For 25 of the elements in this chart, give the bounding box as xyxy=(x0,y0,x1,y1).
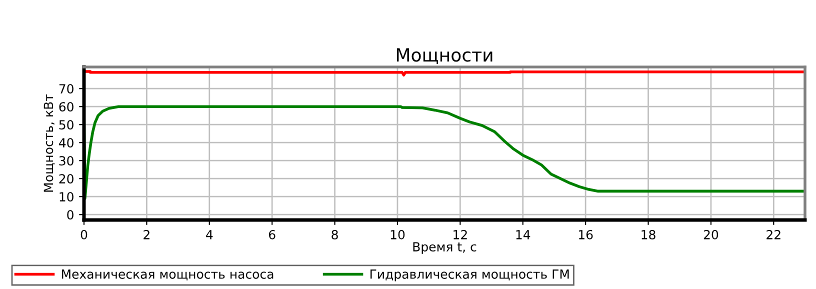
y-tick-label: 70 xyxy=(59,84,74,94)
x-tick-label: 12 xyxy=(454,230,467,240)
x-tick-label: 8 xyxy=(332,230,338,240)
x-tick-label: 14 xyxy=(516,230,530,240)
y-tick-label: 20 xyxy=(59,174,74,184)
y-tick-label: 60 xyxy=(59,102,74,112)
y-tick-label: 10 xyxy=(60,192,74,202)
x-axis-title: Время t, с xyxy=(413,242,476,254)
y-tick-label: 40 xyxy=(58,138,74,148)
y-axis-title: Мощность, кВт xyxy=(44,94,55,192)
legend-label: Гидравлическая мощность ГМ xyxy=(370,270,569,282)
x-tick-label: 4 xyxy=(206,230,213,240)
x-tick-label: 18 xyxy=(642,230,656,240)
x-tick-label: 6 xyxy=(268,230,276,240)
y-tick-label: 0 xyxy=(67,210,74,220)
x-tick-label: 20 xyxy=(704,230,718,240)
x-tick-label: 2 xyxy=(144,230,150,240)
y-tick-label: 50 xyxy=(59,120,74,130)
y-tick-label: 30 xyxy=(59,156,74,166)
x-tick-label: 0 xyxy=(80,230,88,240)
x-tick-label: 10 xyxy=(390,230,405,240)
x-tick-label: 16 xyxy=(578,230,593,240)
legend-label: Механическая мощность насоса xyxy=(62,270,274,280)
chart-title: Мощности xyxy=(396,48,492,64)
x-tick-label: 22 xyxy=(766,230,780,240)
